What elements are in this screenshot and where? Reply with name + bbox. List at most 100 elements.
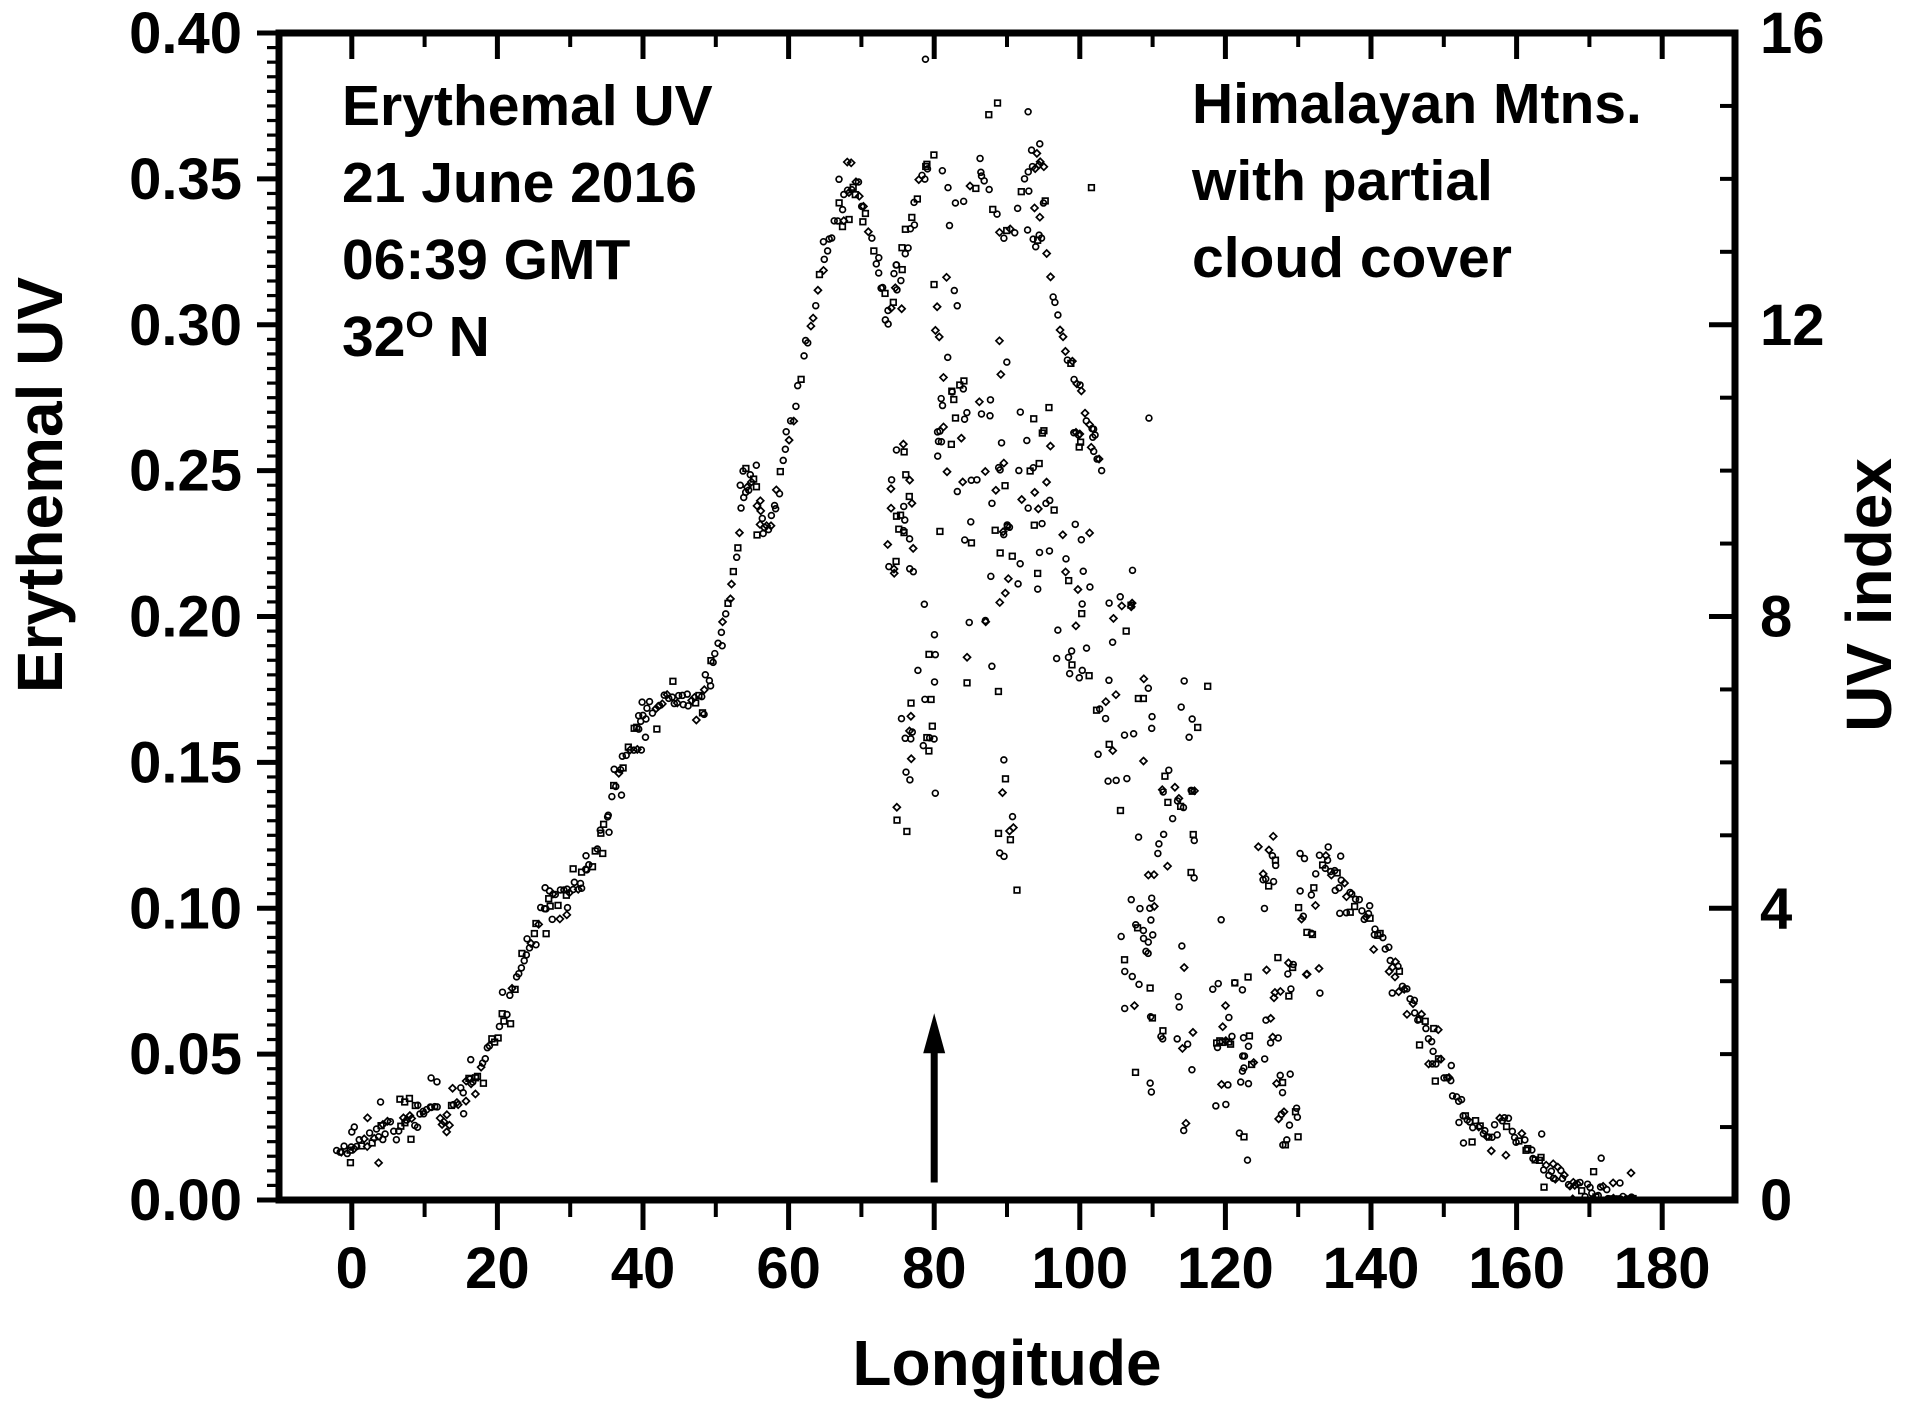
data-point xyxy=(515,969,523,978)
data-point xyxy=(973,476,981,484)
data-point xyxy=(1365,901,1374,910)
data-point xyxy=(820,255,829,264)
data-point xyxy=(1307,929,1316,937)
data-point xyxy=(819,237,828,246)
data-point xyxy=(1231,978,1239,987)
data-point xyxy=(1180,677,1188,685)
data-point xyxy=(503,1010,511,1019)
data-point xyxy=(1068,661,1076,669)
data-point xyxy=(1448,1092,1457,1100)
data-point xyxy=(1031,243,1040,251)
data-point xyxy=(1067,647,1076,655)
data-point xyxy=(988,662,996,671)
data-point xyxy=(444,1120,455,1130)
data-point xyxy=(1117,601,1127,611)
data-point xyxy=(1217,1022,1228,1032)
data-point xyxy=(1189,830,1197,839)
data-point xyxy=(381,1130,389,1138)
data-point xyxy=(835,175,843,184)
data-point xyxy=(1522,1146,1530,1154)
data-point xyxy=(1035,212,1045,222)
data-point xyxy=(1116,593,1124,601)
data-point xyxy=(1168,814,1177,823)
data-point xyxy=(913,195,922,203)
data-point xyxy=(896,304,907,314)
data-point xyxy=(948,388,956,396)
data-point xyxy=(1097,466,1106,475)
data-point xyxy=(994,829,1003,838)
data-point xyxy=(1271,861,1280,870)
x-tick-label: 40 xyxy=(611,1236,676,1301)
data-point xyxy=(1296,849,1304,858)
data-point xyxy=(1209,985,1217,993)
annotation-latitude-line: 32O N xyxy=(342,299,713,382)
data-point xyxy=(902,768,910,776)
data-point xyxy=(1486,1146,1497,1156)
data-point xyxy=(1045,496,1054,505)
data-point xyxy=(999,458,1009,468)
data-point xyxy=(953,487,962,496)
data-point xyxy=(938,401,947,410)
data-point xyxy=(1071,520,1080,529)
data-point xyxy=(1596,1183,1605,1191)
data-point xyxy=(898,265,906,274)
data-point xyxy=(942,467,952,477)
data-point xyxy=(1296,914,1307,924)
data-point xyxy=(908,728,917,736)
data-point xyxy=(1264,845,1274,855)
data-point xyxy=(995,849,1004,857)
data-point xyxy=(1032,148,1042,159)
data-point xyxy=(604,811,612,819)
data-point xyxy=(994,336,1005,346)
data-point xyxy=(1274,1034,1282,1042)
data-point xyxy=(1283,958,1294,968)
data-point xyxy=(471,1074,480,1082)
data-point xyxy=(963,408,971,417)
data-point xyxy=(1091,431,1099,439)
data-point xyxy=(1024,108,1032,116)
data-point xyxy=(1175,1003,1183,1011)
data-point xyxy=(1245,1032,1254,1040)
y-left-tick-label: 0.30 xyxy=(129,293,242,358)
data-point xyxy=(1148,712,1156,721)
data-point xyxy=(1015,466,1023,475)
annotation-right-block: Himalayan Mtns. with partial cloud cover xyxy=(1192,66,1642,297)
data-point xyxy=(1086,442,1096,453)
data-point xyxy=(1244,1079,1253,1088)
data-point xyxy=(684,702,692,710)
data-point xyxy=(1173,797,1182,805)
data-point xyxy=(522,951,531,959)
data-point xyxy=(414,1101,422,1110)
data-point xyxy=(570,878,579,887)
data-point xyxy=(1214,979,1223,988)
data-point xyxy=(664,694,673,703)
data-point xyxy=(726,579,737,589)
data-point xyxy=(886,503,896,513)
data-point xyxy=(980,466,990,477)
data-point xyxy=(1135,980,1143,989)
data-point xyxy=(479,1079,488,1087)
data-point xyxy=(1094,454,1104,464)
x-tick-label: 80 xyxy=(902,1236,967,1301)
data-point xyxy=(988,499,996,508)
data-point xyxy=(1146,984,1154,992)
data-point xyxy=(1283,1136,1291,1144)
data-point xyxy=(556,886,565,894)
data-point xyxy=(938,166,947,175)
data-point xyxy=(1212,1102,1220,1110)
data-point xyxy=(1302,969,1312,979)
data-point xyxy=(1033,504,1044,514)
data-point xyxy=(797,375,805,384)
data-point xyxy=(1075,443,1083,451)
data-point xyxy=(1108,638,1117,647)
data-point xyxy=(1300,854,1309,863)
data-point xyxy=(1261,965,1272,975)
tick-labels: 0 20 40 60 80 100 120 140 160 1800.000.050.100.15… xyxy=(129,1,1824,1301)
data-point xyxy=(742,464,750,473)
data-point xyxy=(697,692,706,701)
data-point xyxy=(597,829,605,837)
data-point xyxy=(996,369,1006,380)
data-point xyxy=(494,1034,502,1042)
data-point xyxy=(1428,1060,1437,1068)
data-point xyxy=(542,930,550,938)
